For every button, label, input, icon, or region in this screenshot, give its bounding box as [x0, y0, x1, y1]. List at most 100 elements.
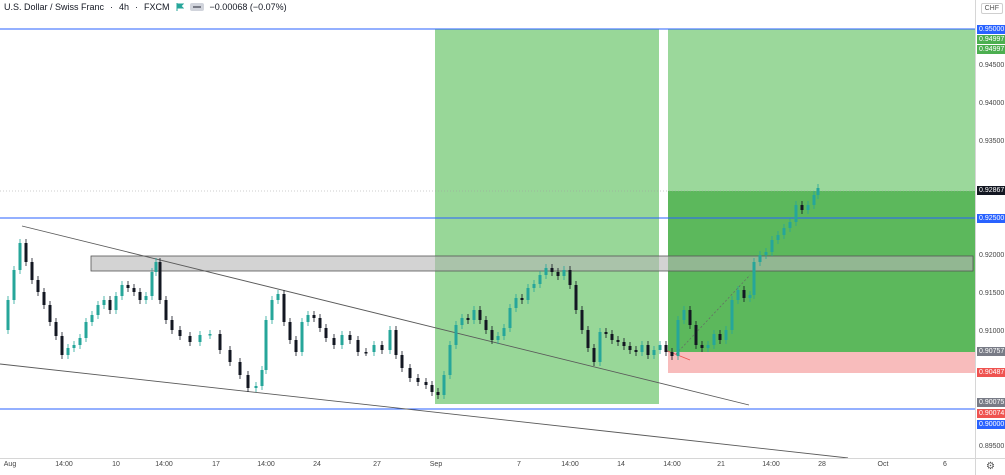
time-axis[interactable]: Aug 14:00 10 14:00 17 14:00 24 27 Sep 7 … [0, 458, 975, 475]
candle-body [188, 336, 192, 342]
candle-body [6, 300, 10, 330]
candle-body [158, 262, 162, 300]
flag-icon[interactable] [176, 3, 184, 11]
candle-body [132, 288, 136, 292]
candle-body [442, 375, 446, 395]
candle-body [388, 330, 392, 350]
candle-body [592, 348, 596, 362]
candle-body [520, 298, 524, 300]
candle-body [748, 295, 752, 298]
candle-body [604, 332, 608, 334]
candle-body [400, 355, 404, 368]
long-position-target-zone-1[interactable] [435, 29, 659, 404]
candle-body [652, 350, 656, 355]
candle-body [138, 292, 142, 300]
candle-body [478, 310, 482, 320]
price-tick: 0.93500 [979, 138, 1005, 145]
candle-body [758, 255, 762, 262]
candle-body [264, 320, 268, 370]
candle-body [312, 315, 316, 318]
currency-badge[interactable]: CHF [980, 3, 1003, 14]
candle-body [736, 290, 740, 300]
candle-body [724, 330, 728, 340]
price-tag-level-0-95000: 0.95000 [977, 25, 1005, 34]
long-position-profit-zone[interactable] [668, 191, 975, 352]
resistance-zone-rectangle[interactable] [90, 255, 974, 272]
candle-body [532, 284, 536, 288]
candle-body [78, 338, 82, 345]
candle-body [90, 315, 94, 322]
symbol-name[interactable]: U.S. Dollar / Swiss Franc [4, 2, 105, 12]
upper-trendline[interactable] [21, 225, 750, 406]
candle-body [628, 346, 632, 350]
candle-body [514, 298, 518, 308]
candle-body [282, 294, 286, 322]
candle-body [688, 310, 692, 325]
price-tag-entry: 0.90757 [977, 347, 1005, 356]
candle-body [120, 285, 124, 296]
candle-body [694, 325, 698, 345]
price-tick: 0.91500 [979, 290, 1005, 297]
candle-body [800, 205, 804, 210]
candle-body [670, 352, 674, 356]
time-label: 7 [517, 461, 521, 468]
candle-body [208, 334, 212, 336]
price-tag-target: 0.94997 [977, 35, 1005, 44]
candle-body [598, 332, 602, 362]
interval-label[interactable]: 4h [119, 2, 130, 12]
price-tick: 0.94000 [979, 100, 1005, 107]
time-label: 6 [943, 461, 947, 468]
candle-body [574, 285, 578, 310]
candle-body [770, 240, 774, 252]
time-label: 24 [313, 461, 321, 468]
candle-body [586, 330, 590, 348]
price-chart[interactable] [0, 0, 975, 459]
candle-body [788, 222, 792, 228]
chart-area[interactable]: U.S. Dollar / Swiss Franc · 4h · FXCM −0… [0, 0, 975, 459]
candle-body [806, 205, 810, 210]
hide-indicator-icon[interactable] [189, 3, 204, 11]
price-tick: 0.91000 [979, 328, 1005, 335]
candle-body [144, 296, 148, 300]
price-change: −0.00068 (−0.07%) [209, 2, 287, 12]
candle-body [718, 334, 722, 340]
candle-body [448, 345, 452, 375]
candle-body [496, 336, 500, 340]
candle-body [616, 340, 620, 342]
candle-body [102, 300, 106, 305]
candle-body [424, 382, 428, 385]
exchange-label: FXCM [144, 2, 170, 12]
candle-body [538, 275, 542, 284]
candle-body [460, 318, 464, 325]
candle-body [36, 280, 40, 292]
time-label: 28 [818, 461, 826, 468]
candle-body [340, 335, 344, 345]
price-tag-entry: 0.90075 [977, 398, 1005, 407]
candle-body [408, 368, 412, 378]
candle-body [228, 350, 232, 362]
candle-body [84, 322, 88, 338]
price-tag-level-0-92500: 0.92500 [977, 214, 1005, 223]
time-label: 17 [212, 461, 220, 468]
candle-body [276, 294, 280, 300]
candle-body [164, 300, 168, 320]
long-position-target-zone-2[interactable] [668, 29, 975, 191]
candle-body [776, 235, 780, 240]
candle-body [238, 362, 242, 375]
time-label: Aug [3, 461, 17, 468]
price-axis[interactable]: CHF 0.94500 0.94000 0.93500 0.92000 0.91… [975, 0, 1005, 458]
candle-body [218, 334, 222, 350]
price-tag-level-0-90000: 0.90000 [977, 420, 1005, 429]
long-position-stop-zone[interactable] [668, 352, 975, 373]
gear-icon[interactable]: ⚙ [986, 461, 995, 472]
candle-body [472, 310, 476, 320]
candle-body [306, 315, 310, 322]
candle-body [782, 228, 786, 235]
candle-body [170, 320, 174, 330]
candle-body [288, 322, 292, 340]
lower-trendline[interactable] [0, 363, 849, 459]
candle-body [742, 290, 746, 298]
candle-body [658, 345, 662, 350]
candle-body [300, 322, 304, 352]
candle-body [812, 195, 816, 205]
